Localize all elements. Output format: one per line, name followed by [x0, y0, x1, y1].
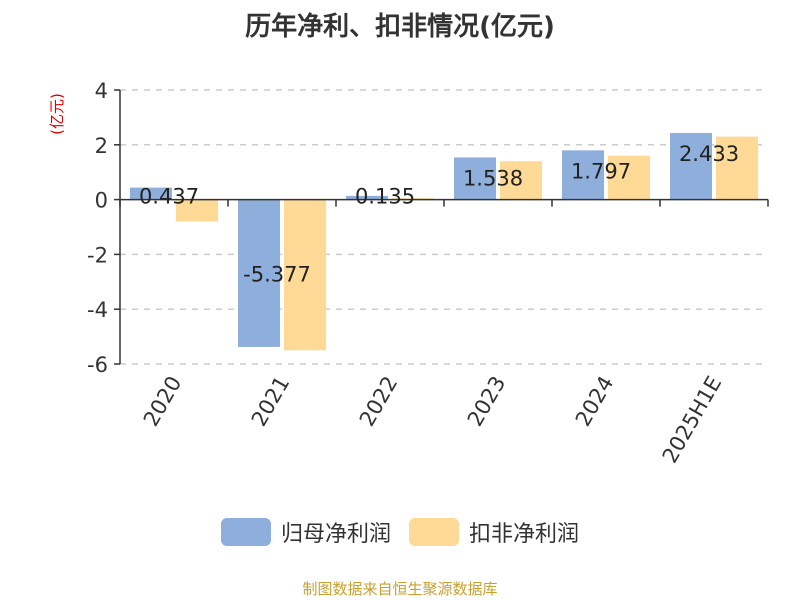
bar-net-profit-2023	[454, 157, 496, 200]
data-label-2021: -5.377	[243, 263, 311, 287]
y-tick-label: -2	[87, 243, 108, 267]
x-tick-label-2025H1E: 2025H1E	[658, 372, 727, 467]
data-label-2022: 0.135	[355, 185, 415, 209]
data-label-2025H1E: 2.433	[679, 142, 739, 166]
bar-net-profit-2024	[562, 150, 604, 200]
legend-item-deducted-profit[interactable]: 扣非净利润	[409, 516, 579, 548]
chart-title: 历年净利、扣非情况(亿元)	[245, 12, 555, 42]
legend-swatch-deducted-profit	[409, 518, 459, 546]
bar-deducted-profit-2025H1E	[716, 136, 758, 200]
bar-net-profit-2022	[346, 195, 388, 200]
x-tick-label-2020: 2020	[139, 372, 187, 430]
y-tick-label: 4	[95, 79, 108, 103]
y-axis-title: (亿元)	[48, 93, 66, 135]
x-tick-label-2022: 2022	[355, 372, 403, 430]
x-tick-label-2021: 2021	[247, 372, 295, 430]
bar-deducted-profit-2023	[500, 161, 542, 200]
data-label-2024: 1.797	[571, 159, 631, 183]
data-label-2020: 0.437	[139, 185, 199, 209]
data-label-2023: 1.538	[463, 166, 523, 190]
bar-net-profit-2020	[130, 187, 172, 200]
legend-swatch-net-profit	[220, 518, 271, 546]
bar-net-profit-2021	[238, 199, 280, 347]
x-tick-label-2024: 2024	[571, 372, 619, 430]
x-tick-label-2023: 2023	[463, 372, 511, 430]
bar-deducted-profit-2021	[284, 199, 326, 351]
y-tick-label: 2	[95, 134, 108, 158]
data-source-note: 制图数据来自恒生聚源数据库	[302, 580, 498, 598]
bar-deducted-profit-2024	[608, 155, 650, 200]
y-tick-label: 0	[95, 189, 108, 213]
legend-label-net-profit: 归母净利润	[280, 522, 391, 547]
legend-item-net-profit[interactable]: 归母净利润	[220, 516, 391, 548]
bar-net-profit-2025H1E	[670, 132, 712, 200]
y-tick-label: -6	[87, 353, 108, 377]
legend-label-deducted-profit: 扣非净利润	[469, 522, 580, 547]
y-tick-label: -4	[87, 298, 108, 322]
bar-deducted-profit-2020	[176, 199, 218, 222]
bar-chart: (亿元) 4 2 0 -2 -4 -6 0.437 -5.377 0.135 1.538 1.797 2…	[48, 79, 769, 467]
chart-legend: 归母净利润 扣非净利润	[0, 516, 800, 548]
